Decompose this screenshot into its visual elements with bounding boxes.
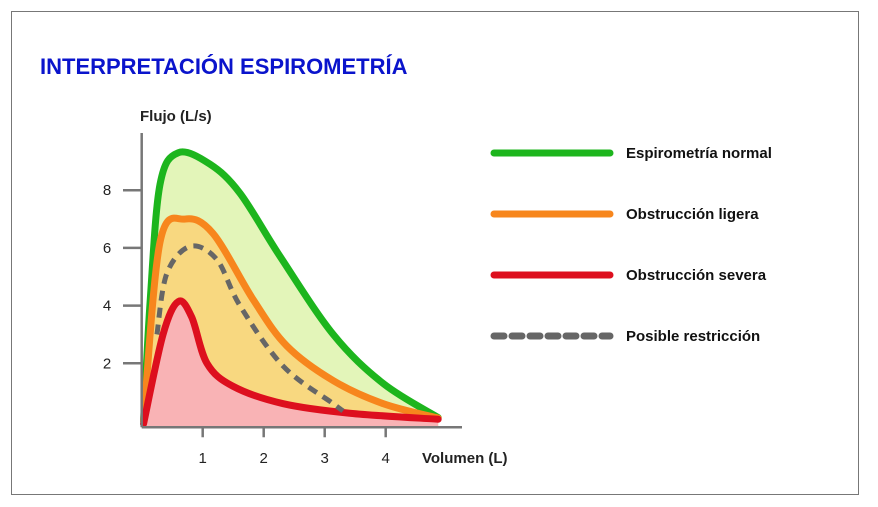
x-tick-label: 1	[199, 450, 207, 467]
legend-label-posible-restriccion: Posible restricción	[626, 328, 760, 345]
x-axis-label: Volumen (L)	[422, 450, 508, 467]
area-obstruccion-severa	[143, 300, 439, 428]
x-tick-label: 4	[382, 450, 390, 467]
line-posible-restriccion	[154, 243, 345, 413]
y-tick-label: 4	[103, 298, 111, 315]
line-obstruccion-ligera	[140, 214, 442, 425]
y-tick-label: 2	[103, 355, 111, 372]
chart-frame	[11, 11, 859, 495]
y-axis-label: Flujo (L/s)	[140, 108, 212, 125]
y-tick-label: 6	[103, 240, 111, 257]
line-obstruccion-severa	[140, 297, 442, 428]
line-espirometria-normal	[140, 148, 442, 425]
legend-label-espirometria-normal: Espirometría normal	[626, 145, 772, 162]
x-tick-label: 3	[321, 450, 329, 467]
legend-label-obstruccion-ligera: Obstrucción ligera	[626, 206, 759, 223]
legend-label-obstruccion-severa: Obstrucción severa	[626, 267, 767, 284]
x-tick-label: 2	[260, 450, 268, 467]
chart-title: INTERPRETACIÓN ESPIROMETRÍA	[40, 54, 408, 79]
y-tick-label: 8	[103, 182, 111, 199]
